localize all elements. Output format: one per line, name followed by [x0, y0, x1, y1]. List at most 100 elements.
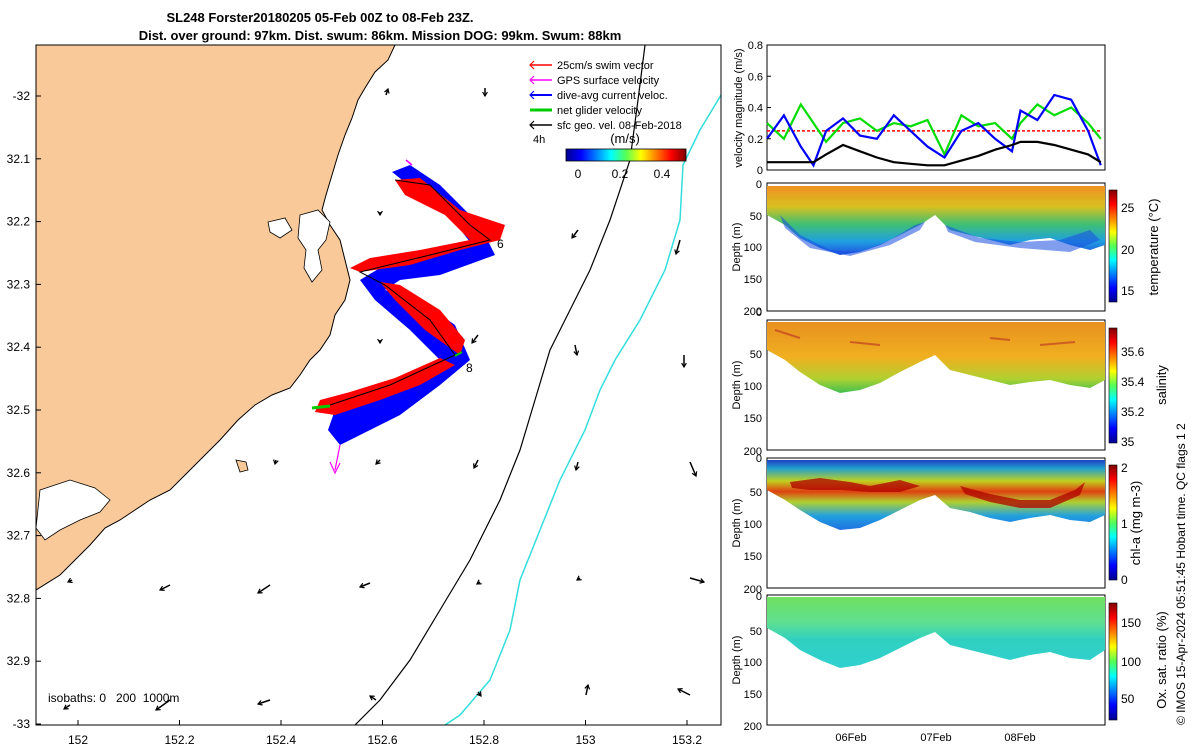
chlorophyll-y-tick: 100	[744, 519, 762, 531]
map-land	[36, 45, 396, 591]
map-lake	[36, 479, 111, 541]
map-frame	[35, 44, 722, 726]
sfc-velocity-arrowhead	[256, 700, 263, 706]
sfc-velocity-arrow	[159, 584, 171, 591]
oxygen-y-ticks: 0 50 100 150 200	[744, 591, 762, 733]
sfc-velocity-arrowhead	[676, 688, 683, 694]
temperature-cbar-tick: 20	[1121, 243, 1135, 257]
salinity-colorbar	[1108, 327, 1118, 444]
time-tick-07feb: 07Feb	[920, 732, 951, 744]
temperature-y-ticks: 0 50 100 150 200	[744, 179, 762, 318]
velocity-y-tick-label: 0.6	[748, 71, 763, 83]
sfc-velocity-arrow	[675, 239, 681, 255]
temperature-field	[767, 186, 1105, 255]
net-glider-velocity-line	[329, 179, 492, 406]
day-marker-6: 6	[497, 237, 504, 251]
colorbar-tick: 0.4	[654, 167, 671, 181]
speed-colorbar	[565, 148, 687, 162]
gps-arrowhead	[329, 461, 341, 475]
sfc-velocity-arrow	[585, 684, 589, 696]
chlorophyll-y-tick: 200	[744, 584, 762, 596]
sfc-velocity-arrowhead	[584, 683, 591, 690]
sfc-velocity-arrow	[689, 577, 705, 583]
salinity-y-ticks: 0 50 100 150 200	[744, 307, 762, 458]
velocity-series-line	[767, 140, 1102, 167]
sfc-velocity-arrowhead	[257, 588, 263, 594]
chlorophyll-colorbar	[1108, 464, 1118, 581]
map-lake	[297, 209, 331, 283]
temperature-y-tick: 200	[744, 306, 762, 318]
temperature-y-label: Depth (m)	[731, 223, 743, 272]
map-x-tick-label: 152.6	[367, 733, 397, 747]
salinity-cbar-label: salinity	[1154, 365, 1169, 405]
sfc-velocity-arrowhead	[471, 338, 477, 344]
sfc-velocity-arrowhead	[377, 338, 383, 345]
sfc-velocity-arrowhead	[476, 691, 482, 697]
map-lake	[267, 217, 293, 239]
isobath-200m	[354, 45, 646, 725]
salinity-max-streaks	[774, 329, 1076, 346]
sfc-velocity-arrow	[689, 461, 697, 477]
map-y-tick-label: -32	[13, 89, 31, 103]
sfc-velocity-arrowhead	[576, 575, 582, 581]
oxygen-y-label: Depth (m)	[731, 636, 743, 685]
velocity-y-tick-label: 0.2	[748, 134, 763, 146]
figure-title-line1: SL248 Forster20180205 05-Feb 00Z to 08-F…	[166, 10, 473, 25]
sfc-velocity-arrowhead	[674, 249, 680, 256]
map-y-tick-label: -33	[13, 717, 31, 731]
footer-credit: © IMOS 15-Apr-2024 05:51:45 Hobart time.…	[1174, 423, 1188, 725]
salinity-y-label: Depth (m)	[731, 361, 743, 410]
salinity-y-tick: 150	[744, 413, 762, 425]
velocity-panel: 0 0.2 0.4 0.6 0.8 velocity magnitude (m/s)	[733, 40, 1106, 177]
map-y-tick-label: 32.1	[7, 152, 31, 166]
sfc-velocity-arrowhead	[384, 87, 390, 94]
sfc-velocity-arrow	[359, 582, 371, 588]
temperature-colorbar	[1108, 189, 1118, 303]
sfc-velocity-arrow	[473, 459, 479, 469]
chlorophyll-y-tick: 150	[744, 551, 762, 563]
sfc-velocity-arrowhead	[66, 577, 73, 583]
salinity-y-tick: 50	[750, 349, 762, 361]
temperature-cbar-tick: 15	[1121, 284, 1135, 298]
velocity-series-line	[766, 102, 1102, 158]
sfc-velocity-arrowhead	[476, 579, 482, 585]
velocity-series	[766, 93, 1102, 168]
temperature-y-tick: 0	[756, 179, 762, 191]
oxygen-cbar-tick: 50	[1121, 692, 1135, 706]
oxygen-y-tick: 0	[756, 591, 762, 603]
chlorophyll-field	[767, 460, 1105, 530]
velocity-y-label: velocity magnitude (m/s)	[733, 48, 745, 167]
oxygen-y-tick: 200	[744, 721, 762, 733]
sfc-velocity-arrow	[677, 688, 691, 696]
chlorophyll-cbar-label: chl-a (mg m-3)	[1128, 481, 1143, 566]
salinity-y-tick: 200	[744, 446, 762, 458]
oxygen-colorbar	[1108, 602, 1118, 721]
map-x-tick-label: 153	[575, 733, 595, 747]
legend-label: net glider velocity	[557, 105, 642, 117]
salinity-field	[767, 322, 1105, 393]
map-y-tick-label: 32.5	[7, 403, 31, 417]
map-y-tick-label: 32.4	[7, 340, 31, 354]
velocity-y-tick-label: 0	[757, 165, 763, 177]
sfc-velocity-arrow	[257, 584, 271, 594]
velocity-series-line	[766, 93, 1102, 168]
legend-item-sfc-geo-velocity: sfc geo. vel. 08-Feb-2018	[529, 120, 682, 132]
day-marker-8: 8	[466, 361, 473, 375]
sfc-velocity-arrowhead	[681, 362, 687, 369]
velocity-y-tick-label: 0.8	[748, 40, 763, 52]
legend-item-gps-surface-velocity: GPS surface velocity	[529, 75, 660, 87]
temperature-cbar-tick: 25	[1121, 201, 1135, 215]
oxygen-y-tick: 100	[744, 657, 762, 669]
sfc-velocity-arrowhead	[158, 585, 165, 591]
sfc-velocity-arrow	[571, 229, 579, 239]
swim-vector-swath	[315, 178, 505, 415]
velocity-plot-frame	[766, 44, 1106, 171]
chlorophyll-max-layer	[790, 478, 1085, 508]
map-y-tick-label: 32.9	[7, 654, 31, 668]
map-y-tick-label: 32.3	[7, 277, 31, 291]
sfc-velocity-arrowhead	[571, 233, 577, 239]
gps-surface-velocity-arrow	[334, 444, 341, 471]
legend-item-dive-avg-current: dive-avg current veloc.	[529, 90, 668, 102]
